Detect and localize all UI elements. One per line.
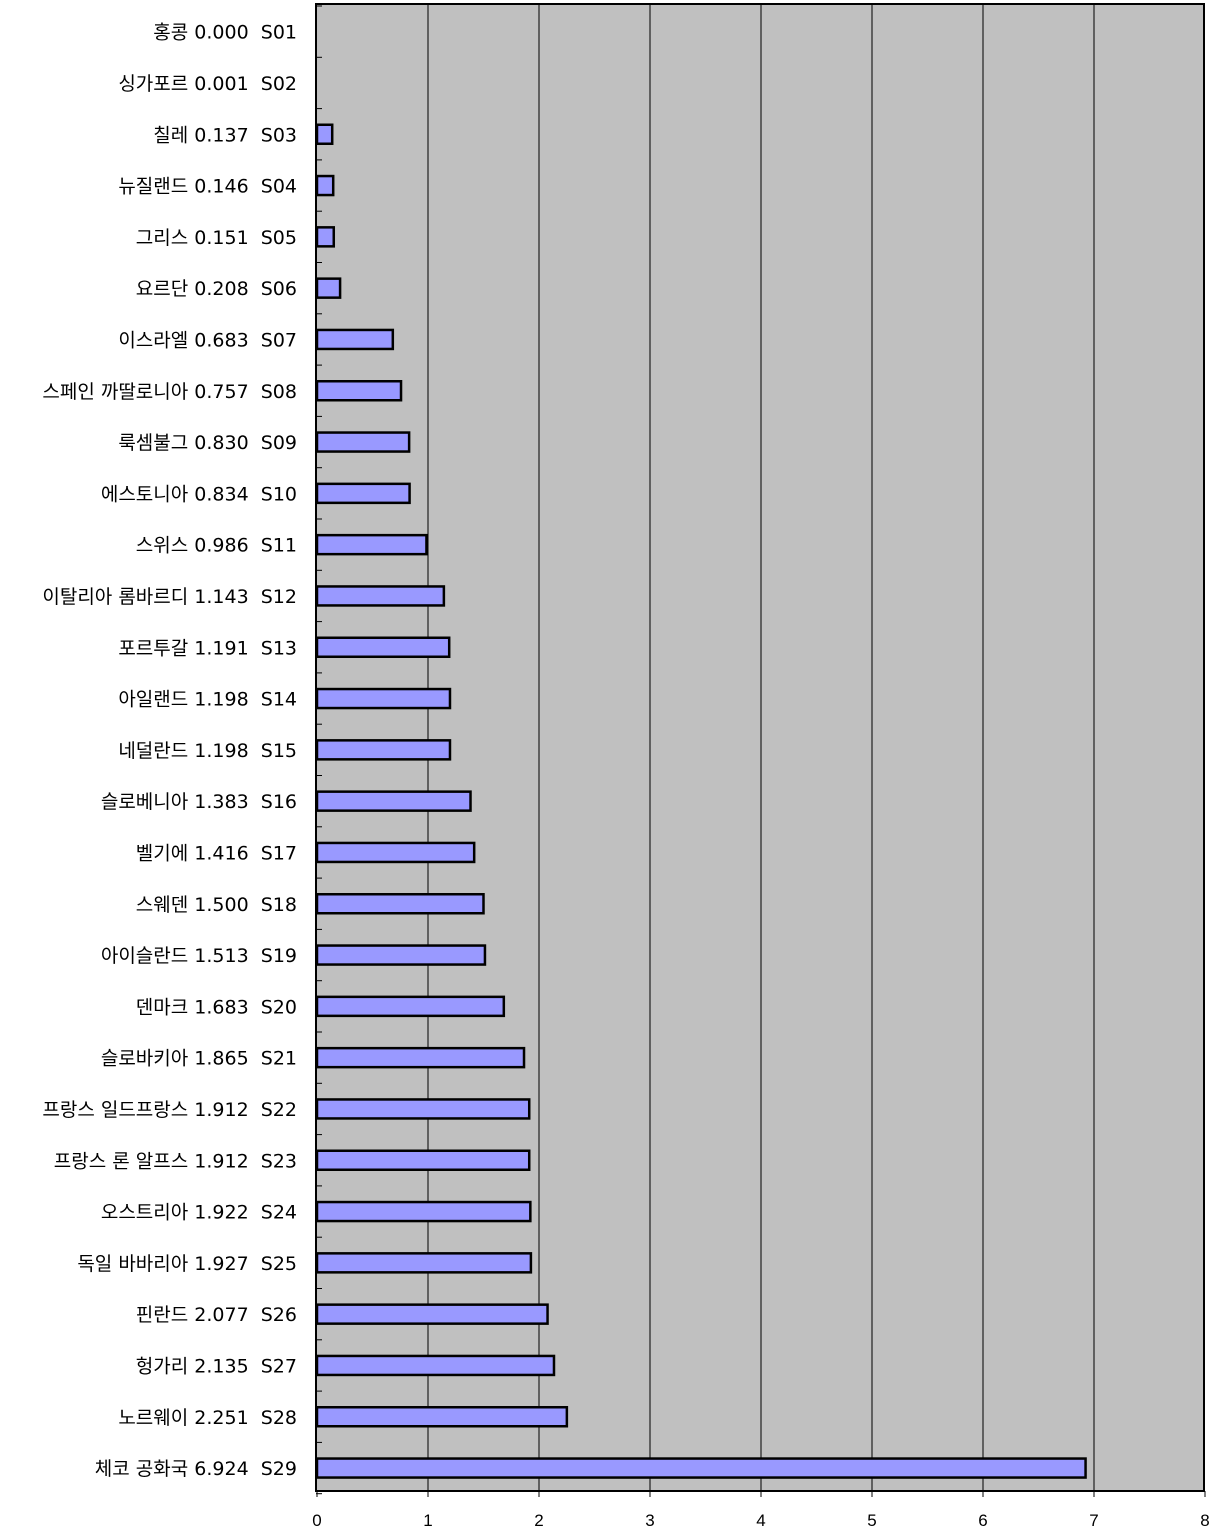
- category-label: 스페인 까딸로니아 0.757 S08: [42, 381, 297, 403]
- x-tick-label: 2: [534, 1511, 543, 1530]
- plot-frame: [315, 3, 1205, 1492]
- bar: [315, 277, 342, 299]
- bar: [315, 995, 506, 1018]
- category-label: 독일 바바리아 1.927 S25: [77, 1253, 297, 1275]
- bar: [315, 482, 411, 505]
- category-label: 스위스 0.986 S11: [136, 535, 297, 557]
- category-label: 덴마크 1.683 S20: [136, 996, 297, 1018]
- category-label: 핀란드 2.077 S26: [136, 1304, 297, 1326]
- category-label: 네덜란드 1.198 S15: [118, 740, 297, 762]
- category-label: 스웨덴 1.500 S18: [136, 894, 297, 916]
- x-tick-label: 1: [423, 1511, 432, 1530]
- category-label: 슬로베니아 1.383 S16: [101, 791, 297, 813]
- bar: [315, 893, 485, 915]
- bar: [315, 636, 451, 658]
- bar: [315, 328, 395, 351]
- category-label: 벨기에 1.416 S17: [136, 842, 297, 864]
- x-tick-label: 7: [1089, 1511, 1098, 1530]
- category-label: 헝가리 2.135 S27: [136, 1355, 297, 1377]
- category-labels: 홍콩 0.000 S01 싱가포르 0.001 S02 칠레 0.137 S03 뉴질…: [42, 22, 297, 1480]
- category-label: 아일랜드 1.198 S14: [118, 689, 297, 711]
- bar: [315, 841, 476, 864]
- bar: [315, 585, 446, 607]
- category-label: 체코 공화국 6.924 S29: [95, 1458, 297, 1480]
- bar: [315, 123, 334, 145]
- category-label: 아이슬란드 1.513 S19: [101, 945, 297, 967]
- category-label: 홍콩 0.000 S01: [153, 22, 297, 44]
- plot-area: [316, 4, 1204, 1491]
- category-label: 오스트리아 1.922 S24: [101, 1202, 297, 1224]
- bar: [315, 174, 335, 197]
- category-label: 칠레 0.137 S03: [153, 124, 297, 146]
- x-tick-label: 6: [978, 1511, 987, 1530]
- x-tick-label: 4: [756, 1511, 765, 1530]
- axes: [315, 3, 1206, 1497]
- bar: [315, 533, 428, 556]
- bar: [315, 380, 403, 402]
- category-label: 룩셈불그 0.830 S09: [118, 432, 297, 454]
- category-label: 프랑스 론 알프스 1.912 S23: [54, 1150, 297, 1172]
- gridlines: [427, 4, 1095, 1491]
- bar: [315, 1149, 531, 1171]
- bars: [315, 123, 1087, 1479]
- bar: [315, 1354, 556, 1377]
- category-label: 노르웨이 2.251 S28: [118, 1407, 297, 1429]
- category-label: 에스토니아 0.834 S10: [101, 483, 297, 505]
- category-label: 이스라엘 0.683 S07: [118, 329, 297, 351]
- x-tick-labels: 0 1 2 3 4 5 6 7 8: [312, 1511, 1209, 1530]
- bar: [315, 1457, 1087, 1479]
- bar: [315, 1200, 532, 1223]
- bar: [315, 1406, 569, 1428]
- category-label: 뉴질랜드 0.146 S04: [118, 176, 297, 198]
- x-tick-label: 3: [645, 1511, 654, 1530]
- category-label: 프랑스 일드프랑스 1.912 S22: [42, 1099, 297, 1121]
- category-label: 그리스 0.151 S05: [136, 227, 297, 249]
- bar: [315, 687, 452, 710]
- bar: [315, 944, 487, 966]
- category-label: 이탈리아 롬바르디 1.143 S12: [42, 586, 297, 608]
- category-label: 포르투갈 1.191 S13: [118, 637, 297, 659]
- bar: [315, 1252, 533, 1274]
- x-tick-label: 0: [312, 1511, 321, 1530]
- bar: [315, 226, 336, 248]
- bar: [315, 1303, 549, 1325]
- bar: [315, 739, 452, 761]
- bar: [315, 1098, 531, 1120]
- category-label: 싱가포르 0.001 S02: [118, 73, 297, 95]
- bar: [315, 790, 472, 812]
- x-tick-label: 8: [1200, 1511, 1209, 1530]
- plot-background: [316, 4, 1204, 1491]
- x-tick-label: 5: [867, 1511, 876, 1530]
- category-label: 요르단 0.208 S06: [136, 278, 297, 300]
- category-label: 슬로바키아 1.865 S21: [101, 1048, 297, 1070]
- bar: [315, 431, 411, 453]
- bar: [315, 1046, 526, 1069]
